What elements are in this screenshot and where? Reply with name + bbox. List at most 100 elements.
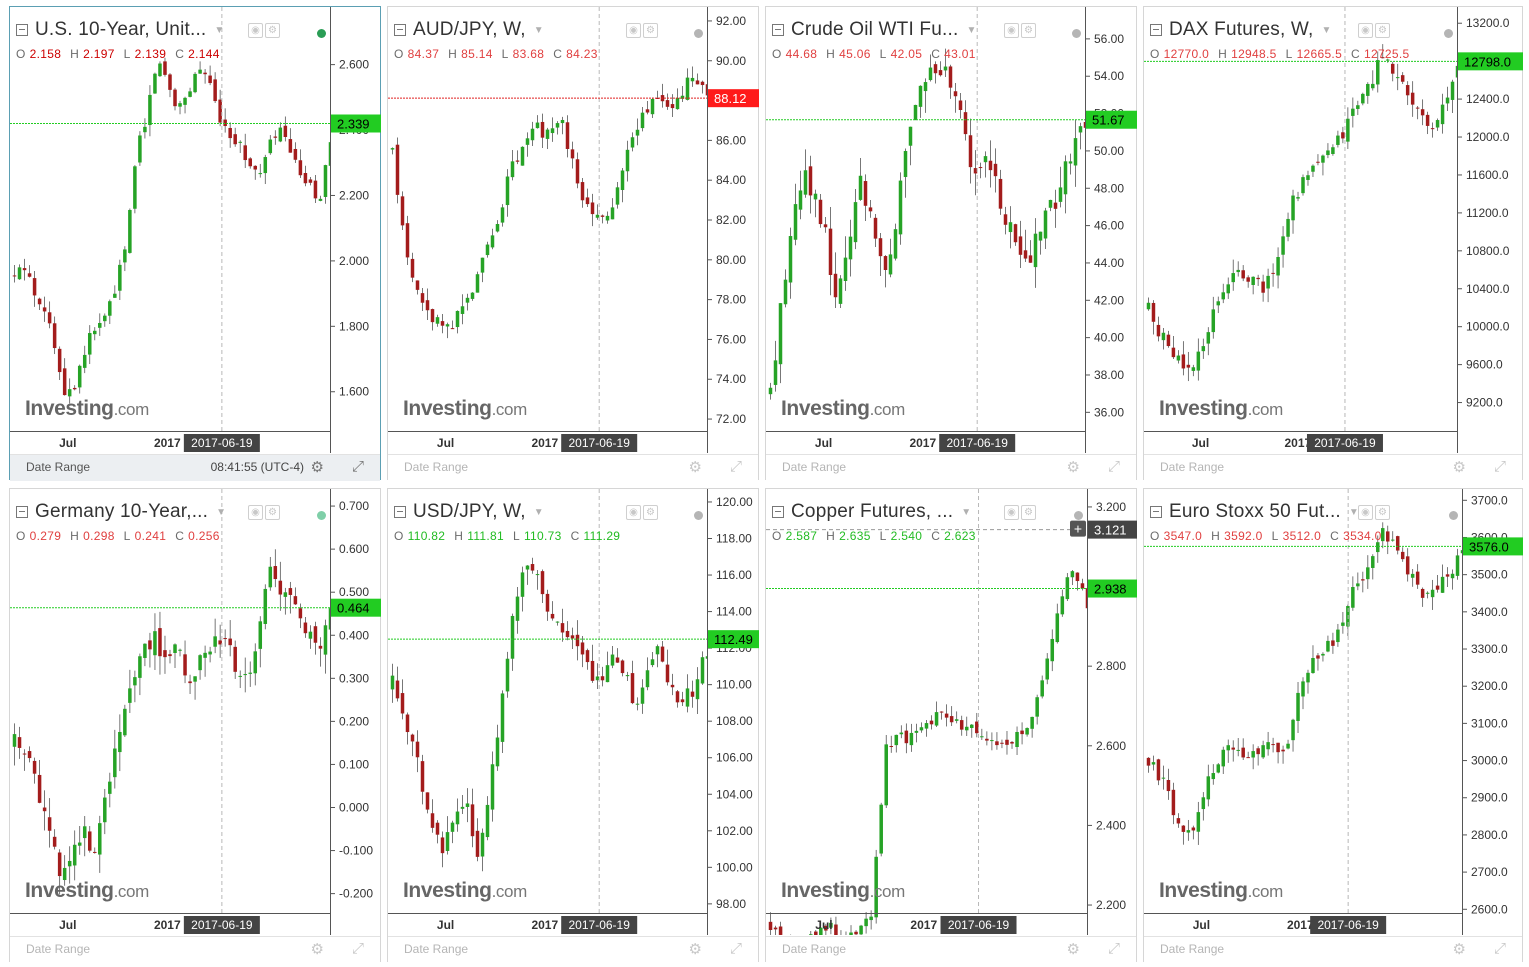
candlestick-plot[interactable]: Jul 2017 2017-06-19	[1144, 7, 1458, 453]
chart-title-row[interactable]: Germany 10-Year,... ▼	[16, 501, 226, 523]
chart-panel[interactable]: Jul 2017 2017-06-19 0.700 0.600 0.500 0.400 0.3…	[9, 488, 382, 963]
chart-panel[interactable]: Jul20172017-06-1956.0054.0052.0050.0048.…	[765, 6, 1138, 481]
chart-panel[interactable]: Jul 2017 2017-06-19 120.00 118.00 116.00 114.0…	[387, 488, 760, 963]
fullscreen-icon[interactable]: ⤢	[1493, 940, 1506, 957]
settings-icon[interactable]: ⚙	[1021, 505, 1036, 520]
settings-icon[interactable]: ⚙	[643, 505, 658, 520]
chevron-down-icon[interactable]: ▼	[214, 24, 225, 36]
gear-icon[interactable]: ⚙	[1066, 459, 1080, 476]
candlestick-plot[interactable]: Jul 2017 2017-06-19	[10, 489, 331, 935]
chevron-down-icon[interactable]: ▼	[966, 24, 977, 36]
chart-panel[interactable]: Jul20172017-06-1992.0090.0088.0086.0084.…	[387, 6, 760, 481]
eye-icon[interactable]: ◉	[626, 23, 641, 38]
candlestick-plot[interactable]: Jul 2017 2017-06-19	[388, 489, 708, 935]
fullscreen-icon[interactable]: ⤢	[1107, 940, 1120, 957]
chart-panel[interactable]: Jul20172017-06-192.6002.4002.2002.0001.8…	[9, 6, 382, 481]
collapse-icon[interactable]	[772, 506, 784, 518]
collapse-icon[interactable]	[394, 24, 406, 36]
date-range-button[interactable]: Date Range	[782, 942, 847, 956]
price-axis[interactable]: 92.0090.0088.0086.0084.0082.0080.0078.00…	[708, 7, 760, 453]
settings-icon[interactable]: ⚙	[1375, 505, 1390, 520]
price-axis[interactable]: 13200.012800.012400.012000.011600.011200…	[1458, 7, 1524, 453]
eye-icon[interactable]: ◉	[248, 505, 263, 520]
collapse-icon[interactable]	[772, 24, 784, 36]
candlestick-plot[interactable]: Jul 2017 2017-06-19	[766, 7, 1086, 453]
chart-title-row[interactable]: Euro Stoxx 50 Fut... ▼	[1150, 501, 1359, 523]
date-range-button[interactable]: Date Range	[1160, 460, 1225, 474]
date-range-button[interactable]: Date Range	[26, 460, 91, 474]
fullscreen-icon[interactable]: ⤢	[1493, 458, 1506, 475]
chevron-down-icon[interactable]: ▼	[216, 506, 227, 518]
price-axis[interactable]: 56.0054.0052.0050.0048.0046.0044.0042.00…	[1086, 7, 1138, 453]
collapse-icon[interactable]	[16, 506, 28, 518]
candle	[103, 788, 107, 835]
eye-icon[interactable]: ◉	[1004, 505, 1019, 520]
chart-title-row[interactable]: Copper Futures, ... ▼	[772, 501, 971, 523]
gear-icon[interactable]: ⚙	[688, 941, 702, 958]
add-alert-icon[interactable]: +	[1070, 520, 1086, 537]
chevron-down-icon[interactable]: ▼	[961, 506, 972, 518]
fullscreen-icon[interactable]: ⤢	[1107, 458, 1120, 475]
date-range-button[interactable]: Date Range	[404, 460, 469, 474]
date-range-button[interactable]: Date Range	[1160, 942, 1225, 956]
gear-icon[interactable]: ⚙	[688, 459, 702, 476]
candle	[405, 712, 410, 745]
candlestick-plot[interactable]: Jul 2017 2017-06-19	[10, 7, 331, 453]
settings-icon[interactable]: ⚙	[1021, 23, 1036, 38]
eye-icon[interactable]: ◉	[1358, 23, 1373, 38]
fullscreen-icon[interactable]: ⤢	[729, 458, 742, 475]
eye-icon[interactable]: ◉	[1004, 23, 1019, 38]
candle	[1211, 764, 1216, 785]
collapse-icon[interactable]	[1150, 24, 1162, 36]
chart-title-row[interactable]: Crude Oil WTI Fu... ▼	[772, 19, 976, 41]
collapse-icon[interactable]	[16, 24, 28, 36]
y-tick-label: 0.700	[339, 499, 369, 513]
settings-icon[interactable]: ⚙	[643, 23, 658, 38]
candlestick-plot[interactable]: Jul 2017 2017-06-19	[1144, 489, 1463, 935]
chart-title-row[interactable]: DAX Futures, W, ▼	[1150, 19, 1331, 41]
candlestick-plot[interactable]: Jul 2017 2017-06-19	[388, 7, 708, 453]
gear-icon[interactable]: ⚙	[310, 941, 324, 958]
svg-text:2017-06-19: 2017-06-19	[191, 918, 253, 932]
price-axis[interactable]: 0.700 0.600 0.500 0.400 0.300 0.200 0.100 0.000…	[331, 489, 382, 935]
candle	[133, 165, 137, 214]
candle	[814, 929, 818, 935]
chevron-down-icon[interactable]: ▼	[1348, 506, 1359, 518]
eye-icon[interactable]: ◉	[248, 23, 263, 38]
settings-icon[interactable]: ⚙	[265, 505, 280, 520]
candle	[1055, 603, 1060, 644]
chart-panel[interactable]: +Jul20172017-06-193.2003.0002.8002.6002.…	[765, 488, 1138, 963]
gear-icon[interactable]: ⚙	[1066, 941, 1080, 958]
chevron-down-icon[interactable]: ▼	[533, 506, 544, 518]
chevron-down-icon[interactable]: ▼	[533, 24, 544, 36]
date-range-button[interactable]: Date Range	[404, 942, 469, 956]
gear-icon[interactable]: ⚙	[1452, 459, 1466, 476]
chart-title-row[interactable]: AUD/JPY, W, ▼	[394, 19, 544, 41]
settings-icon[interactable]: ⚙	[265, 23, 280, 38]
gear-icon[interactable]: ⚙	[1452, 941, 1466, 958]
chart-panel[interactable]: Jul20172017-06-1913200.012800.012400.012…	[1143, 6, 1524, 481]
eye-icon[interactable]: ◉	[1358, 505, 1373, 520]
fullscreen-icon[interactable]: ⤢	[729, 940, 742, 957]
chart-title-row[interactable]: USD/JPY, W, ▼	[394, 501, 544, 523]
settings-icon[interactable]: ⚙	[1375, 23, 1390, 38]
candle	[1301, 174, 1305, 196]
date-range-button[interactable]: Date Range	[26, 942, 91, 956]
y-tick-label: 3700.0	[1471, 493, 1508, 507]
x-tick-label: 2017	[531, 436, 558, 450]
gear-icon[interactable]: ⚙	[310, 459, 324, 476]
collapse-icon[interactable]	[1150, 506, 1162, 518]
date-range-button[interactable]: Date Range	[782, 460, 847, 474]
chevron-down-icon[interactable]: ▼	[1321, 24, 1332, 36]
chart-panel[interactable]: Jul20172017-06-193700.03600.03500.03400.…	[1143, 488, 1524, 963]
fullscreen-icon[interactable]: ⤢	[351, 458, 364, 475]
price-axis[interactable]: 3700.03600.03500.03400.03300.03200.03100…	[1463, 489, 1524, 935]
candlestick-plot[interactable]: + Jul 2017 2017-06-19	[766, 489, 1088, 935]
fullscreen-icon[interactable]: ⤢	[351, 940, 364, 957]
eye-icon[interactable]: ◉	[626, 505, 641, 520]
collapse-icon[interactable]	[394, 506, 406, 518]
price-axis[interactable]: 120.00118.00116.00114.00112.00110.00108.…	[708, 489, 760, 935]
chart-title-row[interactable]: U.S. 10-Year, Unit... ▼	[16, 19, 224, 41]
